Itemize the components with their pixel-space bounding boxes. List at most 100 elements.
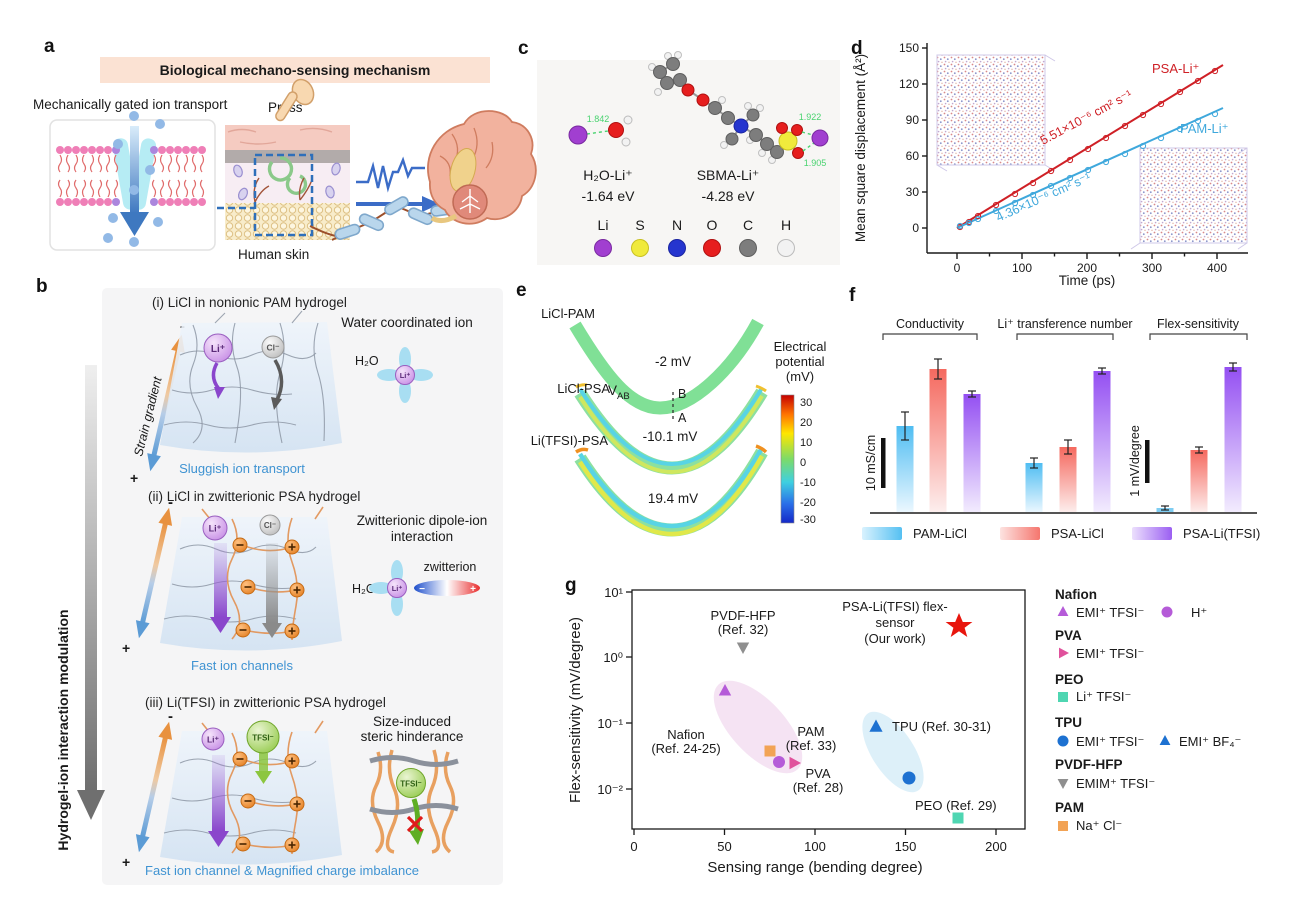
ann-pam-1: PAM (797, 724, 824, 739)
sub-iii-right-title-2: steric hinderance (361, 729, 464, 744)
svg-text:Cl⁻: Cl⁻ (264, 521, 276, 530)
bond-length-2: 1.922 (799, 112, 822, 122)
svg-text:30: 30 (800, 397, 812, 409)
li-ion-i: Li⁺ (203, 333, 233, 363)
svg-text:0: 0 (630, 839, 637, 854)
vab-label: V (608, 383, 617, 398)
svg-text:TFSI⁻: TFSI⁻ (252, 734, 274, 743)
fem-band-litfsi-psa (574, 444, 768, 537)
point-a-label: A (678, 411, 687, 425)
svg-text:0: 0 (800, 457, 806, 469)
panel-e-fem-potential: LiCl-PAM LiCl-PSA Li(TFSI)-PSA -2 mV -10… (531, 306, 826, 537)
nafion-group-ellipse (713, 680, 803, 774)
lipid-bilayer (56, 146, 206, 206)
ann-ourwork-1: PSA-Li(TFSI) flex- (842, 599, 947, 614)
svg-text:200: 200 (1077, 261, 1097, 275)
sub-ii-right-title-2: interaction (391, 529, 453, 544)
legend-nafion-item1: EMI⁺ TFSI⁻ (1076, 605, 1144, 620)
legend-nafion-triangle-icon (1057, 606, 1069, 616)
d-xtick-labels: 0 100 200 300 400 (954, 261, 1228, 275)
panel-a-banner-title: Biological mechano-sensing mechanism (160, 62, 431, 78)
mol1-energy: -1.64 eV (582, 188, 636, 204)
brain-illustration (427, 110, 537, 225)
zwitterion-minus: − (419, 584, 425, 595)
strain-gradient-arrow-ii: - + (122, 494, 173, 656)
point-pam (764, 745, 776, 757)
legend-pvdf-triangle-icon (1057, 779, 1069, 789)
svg-text:100: 100 (804, 839, 826, 854)
legend-label-psa-licl: PSA-LiCl (1051, 526, 1104, 541)
legend-tpu-item2: EMI⁺ BF₄⁻ (1179, 734, 1241, 749)
mechanoreceptor-icon (267, 156, 308, 195)
cl-ion-i: Cl⁻ (261, 335, 285, 359)
legend-swatch-pam-licl (862, 527, 902, 540)
transported-ions (103, 111, 165, 247)
panel-b-hydrogel-modulation: Hydrogel-ion interaction modulation (i) … (55, 288, 503, 885)
human-skin-label: Human skin (238, 247, 309, 262)
legend-pva-item1: EMI⁺ TFSI⁻ (1076, 646, 1144, 661)
d-axes (922, 43, 1248, 259)
ann-pvdf-2: (Ref. 32) (718, 622, 769, 637)
band3-label: Li(TFSI)-PSA (531, 433, 609, 448)
tfsi-blocked-arrow-iii (255, 753, 272, 784)
svg-text:Li⁺: Li⁺ (211, 344, 225, 355)
legend-tpu-circle-icon (1057, 735, 1069, 747)
g-ticks (626, 591, 997, 835)
membrane-channel-illustration (49, 111, 216, 251)
svg-text:Li⁺: Li⁺ (392, 584, 403, 593)
bond-length-3: 1.905 (804, 158, 827, 168)
psa-fit-line (956, 64, 1224, 229)
ann-peo: PEO (Ref. 29) (915, 798, 997, 813)
sub-iii-caption: Fast ion channel & Magnified charge imba… (145, 863, 419, 878)
bar-transference-psa-licl (1059, 447, 1077, 513)
strain-minus-iii: - (168, 708, 173, 725)
legend-tpu-triangle-icon (1159, 735, 1171, 745)
strain-plus-ii: + (122, 640, 130, 656)
svg-text:10: 10 (800, 437, 812, 449)
svg-text:150: 150 (895, 839, 917, 854)
bar-transference-pam (1025, 463, 1043, 513)
hydrogel-ion-modulation-label: Hydrogel-ion interaction modulation (55, 609, 71, 850)
svg-text:300: 300 (1142, 261, 1162, 275)
fem-band-licl-pam (569, 318, 764, 415)
sub-ii-caption: Fast ion channels (191, 658, 293, 673)
psa-series-label: PSA-Li⁺ (1152, 61, 1199, 76)
svg-text:100: 100 (1012, 261, 1032, 275)
mol2-energy: -4.28 eV (702, 188, 756, 204)
f-legend: PAM-LiCl PSA-LiCl PSA-Li(TFSI) (862, 526, 1260, 541)
scalebar-flex: 1 mV/degree (1128, 425, 1150, 497)
colorbar-title-2: potential (775, 354, 824, 369)
cl-ion-ii: Cl⁻ (259, 514, 281, 536)
zwitterion-dipole-icon (414, 580, 480, 596)
svg-text:10 mS/cm: 10 mS/cm (864, 435, 878, 491)
hydrogel-network-ii: Li⁺ Cl⁻ (160, 506, 342, 651)
hydrogel-network-i: Li⁺ Cl⁻ (160, 310, 342, 453)
h2o-li-molecule: 1.842 (568, 114, 633, 147)
ann-pva-1: PVA (805, 766, 830, 781)
li-ion-iii: Li⁺ (201, 727, 225, 751)
svg-text:120: 120 (899, 77, 919, 91)
cl-path-arrow-i (273, 359, 284, 401)
point-tpu-bf4 (869, 719, 883, 732)
panel-d-msd-chart: 0 30 60 90 120 150 0 100 200 300 400 Tim… (853, 41, 1248, 288)
bar-conductivity-pam (896, 426, 914, 513)
d-ytick-labels: 0 30 60 90 120 150 (899, 41, 919, 235)
mol1-label: H₂O-Li⁺ (583, 167, 632, 183)
h2o-label-ii: H₂O (352, 582, 376, 596)
li-ion-ii: Li⁺ (202, 515, 228, 541)
fem-band-licl-psa (574, 383, 768, 475)
svg-text:-10: -10 (800, 477, 816, 489)
group-flex-label: Flex-sensitivity (1157, 317, 1240, 331)
panel-f-bar-chart: Conductivity Li⁺ transference number Fle… (862, 317, 1260, 541)
vab-sub: AB (617, 391, 630, 402)
band2-label: LiCl-PSA (557, 381, 610, 396)
svg-text:TFSI⁻: TFSI⁻ (400, 780, 422, 789)
md-simulation-inset-psa (936, 54, 1056, 172)
svg-text:10¹: 10¹ (604, 585, 623, 600)
bar-conductivity-psa-licl (929, 369, 947, 513)
g-data-points (718, 613, 973, 824)
sub-ii-right-title-1: Zwitterionic dipole-ion (357, 513, 488, 528)
element-h: H (781, 217, 791, 233)
mol2-label: SBMA-Li⁺ (697, 167, 760, 183)
